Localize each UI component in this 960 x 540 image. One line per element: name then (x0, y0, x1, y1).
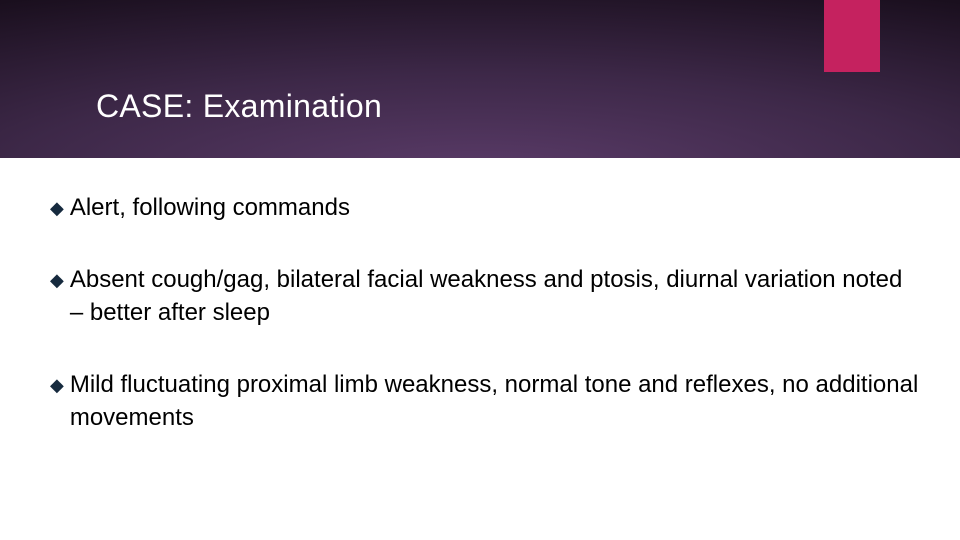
bullet-text: Mild fluctuating proximal limb weakness,… (70, 369, 920, 434)
content-area: ◆ Alert, following commands ◆ Absent cou… (50, 192, 920, 474)
diamond-bullet-icon: ◆ (50, 192, 64, 224)
accent-tab (824, 0, 880, 72)
bullet-item: ◆ Mild fluctuating proximal limb weaknes… (50, 369, 920, 434)
bullet-item: ◆ Alert, following commands (50, 192, 920, 224)
slide-title: CASE: Examination (96, 88, 382, 125)
diamond-bullet-icon: ◆ (50, 264, 64, 296)
bullet-text: Absent cough/gag, bilateral facial weakn… (70, 264, 920, 329)
slide: CASE: Examination ◆ Alert, following com… (0, 0, 960, 540)
bullet-text: Alert, following commands (70, 192, 920, 224)
header-band: CASE: Examination (0, 0, 960, 158)
diamond-bullet-icon: ◆ (50, 369, 64, 401)
bullet-item: ◆ Absent cough/gag, bilateral facial wea… (50, 264, 920, 329)
